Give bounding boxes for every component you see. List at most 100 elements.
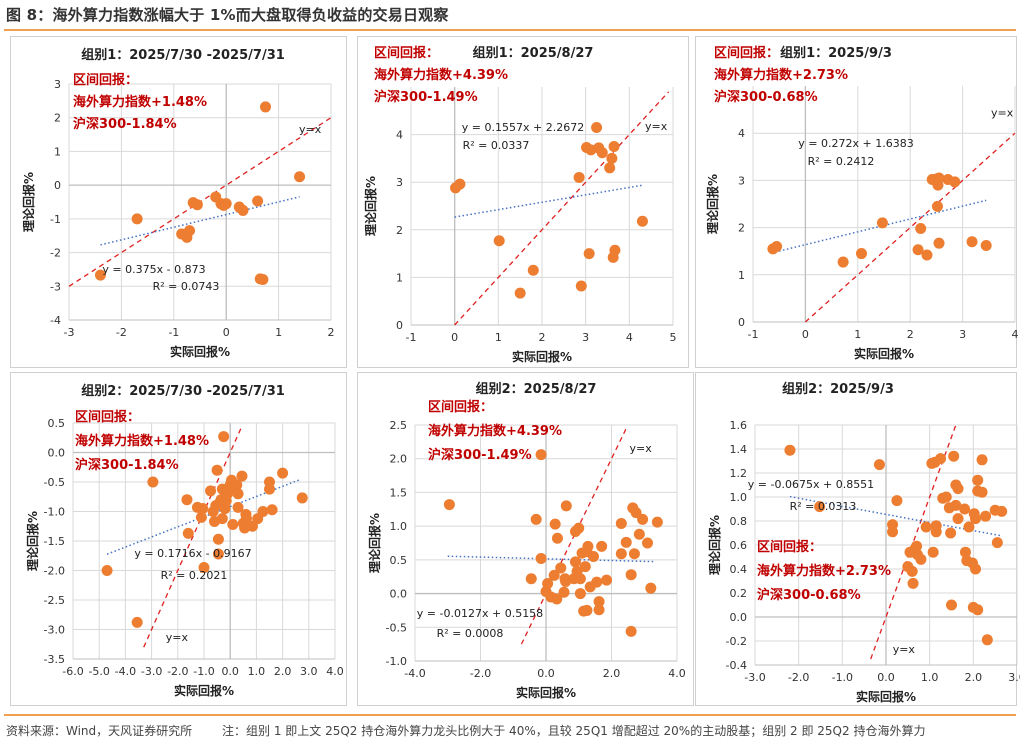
y-tick-label: -1.0 (44, 506, 65, 519)
y-tick-label: -3 (50, 280, 61, 293)
return-annotation: 海外算力指数+1.48% (75, 433, 209, 449)
data-point (920, 521, 932, 533)
y-tick-label: -2.5 (44, 594, 65, 607)
data-point (264, 483, 275, 495)
data-point (454, 178, 466, 190)
data-point (198, 562, 210, 574)
data-point (542, 577, 554, 589)
y-axis-label: 理论回报% (21, 172, 36, 232)
data-point (131, 213, 143, 225)
y-tick-label: -1 (50, 213, 61, 226)
trendline-r-squared: R² = 0.0743 (153, 280, 220, 293)
data-point (211, 464, 223, 476)
return-annotation: 海外算力指数+2.73% (757, 563, 891, 579)
data-point (636, 215, 648, 227)
data-point (257, 506, 269, 517)
data-point (227, 518, 239, 530)
x-tick-label: 0.0 (537, 667, 555, 680)
x-tick-label: 2.0 (603, 667, 621, 680)
data-point (927, 546, 939, 558)
y-tick-label: 3 (738, 174, 745, 187)
x-tick-label: -1.0 (193, 665, 214, 678)
figure-title: 图 8：海外算力指数涨幅大于 1%而大盘取得负收益的交易日观察 (6, 6, 449, 24)
x-axis-label: 实际回报% (174, 683, 234, 698)
data-point (443, 499, 455, 511)
data-point (252, 195, 264, 207)
y-tick-label: 0.0 (730, 611, 748, 624)
data-point (980, 240, 992, 252)
y-axis-label: 理论回报% (363, 176, 378, 236)
trendline-equation: y = -0.0675x + 0.8551 (748, 478, 874, 491)
x-tick-label: -1 (406, 331, 417, 344)
y-tick-label: 3 (396, 176, 403, 189)
y-tick-label: 2 (396, 224, 403, 237)
footer-divider (4, 714, 1016, 716)
data-point (232, 488, 244, 500)
trendline-r-squared: R² = 0.0008 (437, 627, 504, 640)
data-point (535, 553, 547, 565)
y-tick-label: 0.5 (390, 554, 408, 567)
return-annotation: 沪深300-0.68% (714, 89, 818, 105)
return-annotation: 海外算力指数+4.39% (428, 423, 562, 439)
data-point (549, 518, 561, 530)
data-point (935, 453, 947, 465)
chart-title: 组别1：2025/9/3 (780, 45, 892, 61)
x-tick-label: -2 (116, 326, 127, 339)
data-point (945, 527, 957, 539)
data-point (296, 492, 308, 504)
y-tick-label: 2 (738, 222, 745, 235)
data-point (952, 483, 964, 495)
data-point (959, 546, 971, 558)
x-tick-label: 0 (451, 331, 458, 344)
x-tick-label: -3 (64, 326, 75, 339)
chart-title: 组别2：2025/7/30 -2025/7/31 (81, 383, 285, 399)
x-tick-label: 2.0 (274, 665, 292, 678)
data-point (887, 526, 899, 538)
y-tick-label: 1.0 (730, 491, 748, 504)
data-point (615, 517, 627, 529)
data-point (907, 577, 919, 589)
data-point (551, 593, 563, 605)
data-point (596, 540, 608, 552)
diagonal-label: y=x (991, 107, 1014, 120)
x-tick-label: -2.0 (167, 665, 188, 678)
return-annotation: 沪深300-1.49% (428, 447, 532, 463)
data-point (182, 527, 194, 539)
y-tick-label: 1 (396, 271, 403, 284)
diagonal-label: y=x (645, 120, 668, 133)
x-tick-label: -3.0 (141, 665, 162, 678)
y-tick-label: -0.5 (386, 621, 407, 634)
data-point (216, 513, 228, 525)
y-tick-label: 1.0 (390, 520, 408, 533)
data-point (94, 269, 106, 281)
data-point (525, 573, 537, 585)
data-point (966, 236, 978, 248)
x-tick-label: -4.0 (115, 665, 136, 678)
diagonal-label: y=x (893, 643, 916, 656)
data-point (246, 520, 258, 532)
x-axis-label: 实际回报% (854, 346, 914, 361)
data-point (596, 147, 608, 159)
x-axis-label: 实际回报% (170, 344, 230, 359)
data-point (212, 533, 224, 545)
data-point (184, 225, 196, 237)
y-tick-label: 1.4 (730, 443, 748, 456)
diagonal-label: y=x (630, 442, 653, 455)
data-point (101, 565, 113, 576)
y-tick-label: 0.4 (730, 563, 748, 576)
diagonal-line (870, 424, 957, 660)
data-point (575, 280, 587, 292)
scatter-chart: -1 0 1 2 3 4 501234实际回报%理论回报%组别1：2025/8/27y=xy… (363, 45, 677, 364)
data-point (608, 141, 620, 152)
x-tick-label: -1 (748, 328, 759, 341)
data-point (294, 171, 306, 183)
data-point (514, 287, 526, 299)
data-point (212, 548, 224, 560)
trendline-equation: y = 0.1557x + 2.2672 (462, 121, 584, 134)
x-axis-label: 实际回报% (516, 685, 576, 700)
data-point (205, 485, 217, 497)
data-point (980, 510, 992, 522)
data-point (581, 604, 593, 616)
y-tick-label: -3.5 (44, 653, 65, 666)
x-tick-label: 2 (539, 331, 546, 344)
